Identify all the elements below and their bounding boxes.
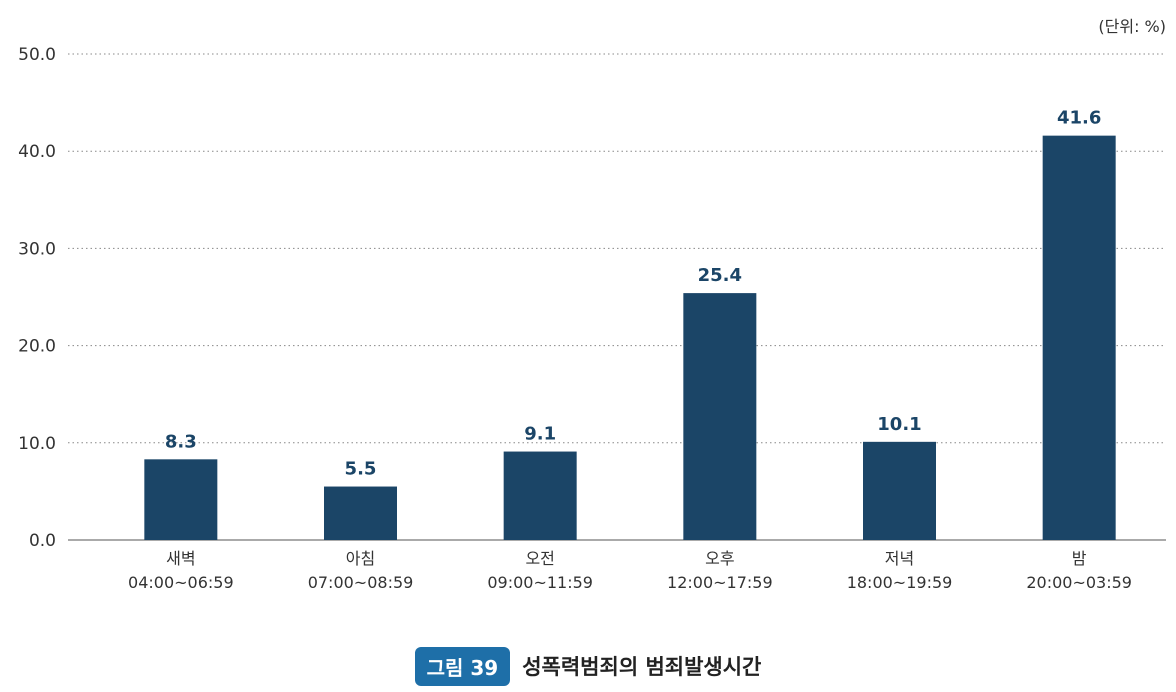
y-tick-label: 0.0 (29, 531, 56, 551)
bar (1042, 135, 1116, 540)
bar-value-label: 41.6 (1057, 108, 1101, 129)
y-tick-label: 20.0 (18, 337, 56, 357)
y-tick-label: 40.0 (18, 142, 56, 162)
x-category-name: 오후 (705, 549, 734, 568)
figure-caption: 그림 39 성폭력범죄의 범죄발생시간 (0, 646, 1176, 686)
x-category-name: 아침 (346, 549, 375, 568)
x-category-name: 저녁 (885, 549, 914, 568)
bar-value-label: 10.1 (877, 414, 921, 435)
bars (144, 135, 1116, 540)
x-category-range: 20:00~03:59 (1026, 573, 1132, 592)
bar (144, 459, 218, 540)
x-category-range: 04:00~06:59 (128, 573, 234, 592)
x-category-name: 밤 (1072, 549, 1087, 568)
bar-value-label: 25.4 (698, 265, 742, 286)
x-category-name: 새벽 (166, 549, 195, 568)
figure-number-badge: 그림 39 (414, 646, 511, 686)
y-axis-ticks: 0.0 10.0 20.0 30.0 40.0 50.0 (18, 45, 56, 551)
bar-chart: (단위: %) 0.0 10.0 20.0 30.0 40.0 50.0 8.3 5.5 9.… (18, 17, 1166, 592)
figure-title: 성폭력범죄의 범죄발생시간 (522, 655, 762, 679)
x-category-range: 07:00~08:59 (308, 573, 414, 592)
x-category-range: 12:00~17:59 (667, 573, 773, 592)
unit-label: (단위: %) (1098, 17, 1166, 36)
bar-value-label: 8.3 (165, 431, 197, 452)
bar (863, 441, 936, 540)
bar-value-label: 5.5 (345, 459, 377, 480)
bar (324, 486, 397, 540)
bar (503, 451, 577, 540)
bar-value-label: 9.1 (524, 424, 556, 445)
data-labels: 8.3 5.5 9.1 25.4 10.1 41.6 (165, 108, 1101, 480)
bar (683, 293, 757, 540)
y-tick-label: 50.0 (18, 45, 56, 65)
x-category-range: 18:00~19:59 (847, 573, 953, 592)
y-tick-label: 30.0 (18, 239, 56, 259)
x-category-name: 오전 (525, 549, 554, 568)
gridlines (68, 53, 1166, 444)
y-tick-label: 10.0 (18, 434, 56, 454)
x-category-range: 09:00~11:59 (487, 573, 593, 592)
x-axis-categories: 새벽 04:00~06:59 아침 07:00~08:59 오전 09:00~11:59 오… (128, 549, 1132, 592)
